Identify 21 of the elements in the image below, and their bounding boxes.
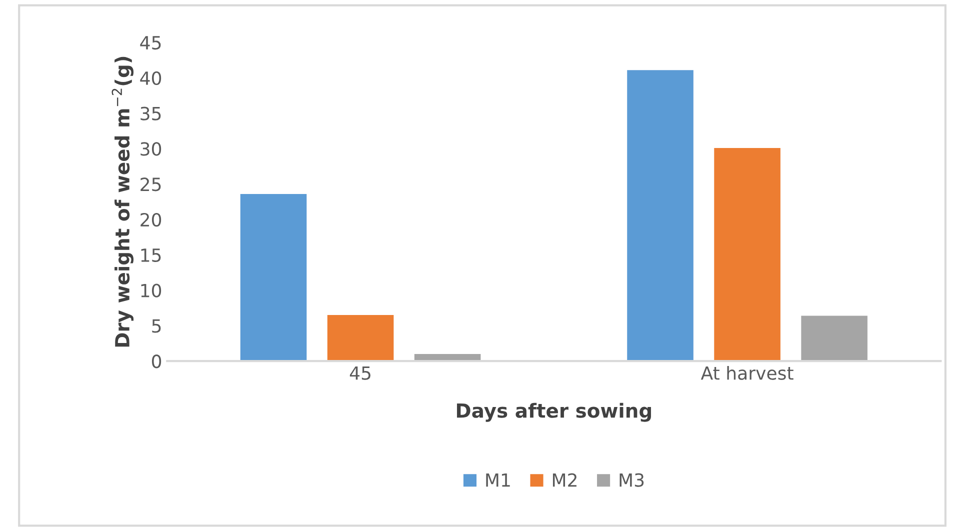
bar (238, 192, 308, 362)
y-tick-label: 45 (140, 36, 161, 50)
bar (326, 314, 396, 362)
y-tick-label: 25 (140, 178, 161, 192)
legend-label: M2 (552, 473, 576, 487)
legend-label: M3 (620, 473, 644, 487)
y-tick-label: 10 (141, 284, 162, 298)
y-tick-label: 35 (140, 106, 161, 120)
bar (800, 314, 869, 362)
y-tick-label: 40 (140, 71, 162, 85)
bar (626, 68, 695, 362)
x-axis-title: Days after sowing (456, 402, 651, 422)
bar (712, 146, 782, 362)
y-tick-label: 20 (140, 212, 162, 227)
y-axis-title: Dry weight of weed m$^{−2}$(g) (112, 56, 134, 347)
legend-label: M1 (486, 473, 510, 487)
x-tick-label: At harvest (700, 366, 794, 380)
y-tick-label: 0 (152, 354, 162, 368)
y-tick-label: 5 (152, 319, 161, 333)
y-tick-label: 30 (140, 142, 162, 156)
y-tick-label: 15 (141, 248, 161, 262)
